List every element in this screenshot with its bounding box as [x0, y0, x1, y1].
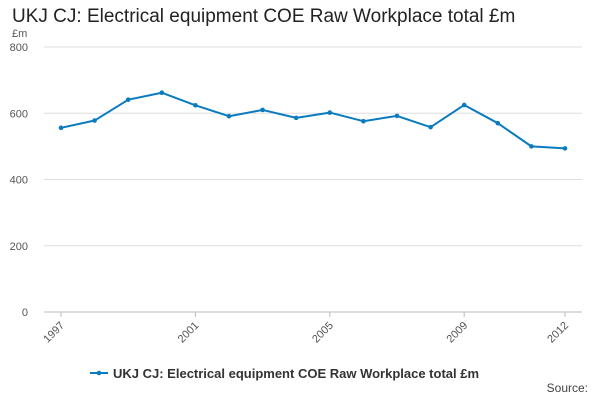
x-tick-label: 2012 — [545, 320, 571, 346]
legend: UKJ CJ: Electrical equipment COE Raw Wor… — [90, 366, 479, 381]
data-point — [193, 103, 198, 108]
source-label: Source: — [547, 381, 588, 395]
data-point — [58, 125, 64, 131]
y-tick-label: 0 — [22, 307, 28, 319]
data-point — [260, 107, 265, 113]
series-group — [58, 90, 568, 151]
x-tick-label: 2001 — [176, 320, 202, 346]
legend-label: UKJ CJ: Electrical equipment COE Raw Wor… — [113, 366, 479, 381]
data-point — [562, 146, 568, 151]
series-line — [60, 91, 566, 150]
data-point — [394, 113, 400, 119]
x-tick-label: 2005 — [310, 320, 336, 346]
data-point — [327, 110, 333, 115]
data-point — [159, 90, 165, 96]
y-tick-label: 800 — [10, 42, 28, 54]
y-tick-label: 200 — [10, 241, 28, 253]
data-point — [495, 120, 501, 126]
y-tick-label: 400 — [10, 175, 28, 187]
data-point — [428, 124, 433, 130]
data-point — [461, 102, 467, 108]
data-point — [125, 97, 131, 102]
gridlines — [44, 46, 582, 247]
y-tick-label: 600 — [10, 108, 28, 120]
chart-title: UKJ CJ: Electrical equipment COE Raw Wor… — [12, 6, 516, 27]
x-axis-ticks: 1997 2001 2005 2009 2012 — [41, 312, 571, 345]
data-point — [529, 144, 534, 149]
data-point — [293, 115, 299, 121]
x-tick-label: 2009 — [445, 320, 471, 346]
data-point — [361, 118, 366, 124]
y-axis-unit-label: £m — [12, 28, 27, 40]
data-point — [92, 118, 97, 123]
data-point — [226, 113, 232, 119]
x-tick-label: 1997 — [41, 320, 67, 346]
y-axis-ticks: £m 0 200 400 600 800 — [10, 28, 28, 319]
legend-marker-icon — [96, 370, 102, 376]
